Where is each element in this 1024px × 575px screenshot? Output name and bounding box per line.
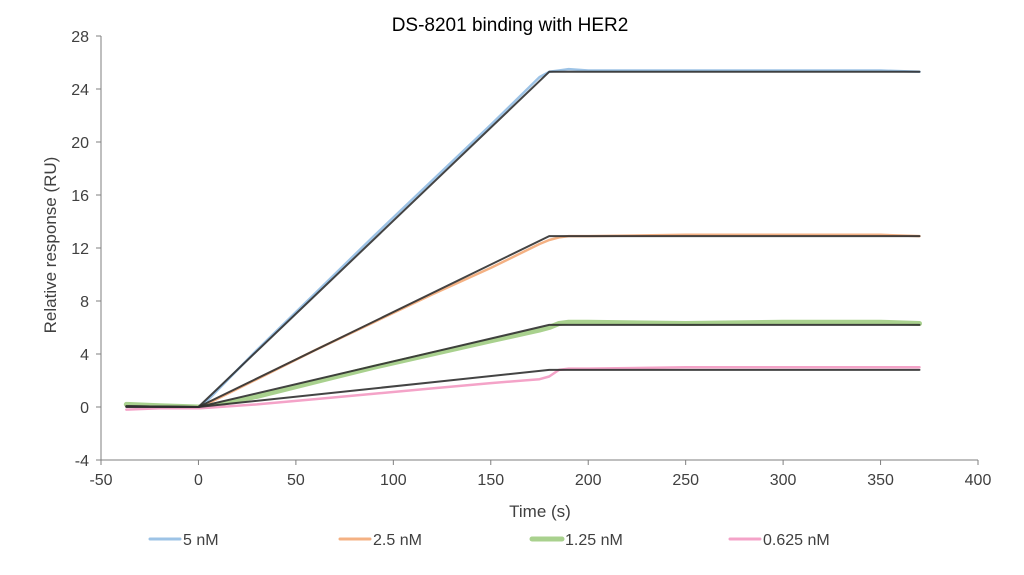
x-tick-label: 0 [194, 472, 203, 489]
series-line-0 [125, 67, 921, 409]
y-tick-label: 4 [80, 347, 89, 364]
x-axis-title: Time (s) [509, 502, 571, 521]
x-tick-label: 100 [380, 472, 407, 489]
y-tick-label: 20 [71, 135, 89, 152]
x-tick-label: 150 [477, 472, 504, 489]
y-tick-label: 8 [80, 294, 89, 311]
y-tick-label: 16 [71, 188, 89, 205]
series-line-3 [125, 366, 921, 411]
legend-label-1: 2.5 nM [373, 532, 422, 549]
legend-label-2: 1.25 nM [565, 532, 623, 549]
y-tick-label: 24 [71, 82, 89, 99]
y-tick-label: 28 [71, 29, 89, 46]
x-tick-label: -50 [89, 472, 112, 489]
x-tick-label: 50 [287, 472, 305, 489]
fit-layer [125, 70, 921, 408]
x-tick-label: 200 [575, 472, 602, 489]
legend-label-3: 0.625 nM [763, 532, 830, 549]
chart-title: DS-8201 binding with HER2 [392, 15, 629, 36]
series-line-2 [123, 319, 922, 410]
series-layer [123, 67, 922, 411]
x-tick-label: 400 [965, 472, 992, 489]
legend: 5 nM 2.5 nM 1.25 nM 0.625 nM [148, 532, 830, 549]
fit-line-0 [125, 70, 921, 408]
fit-line-2 [125, 323, 921, 408]
y-axis-title: Relative response (RU) [41, 157, 60, 334]
x-tick-label: 350 [867, 472, 894, 489]
fit-line-3 [125, 368, 921, 408]
y-tick-label: 0 [80, 400, 89, 417]
axes-layer: -50 0 50 100 150 200 250 300 350 400 -4 0 4 8 12 16 20 24… [71, 29, 991, 489]
x-tick-label: 250 [672, 472, 699, 489]
y-tick-label: -4 [75, 453, 89, 470]
x-tick-label: 300 [770, 472, 797, 489]
legend-label-0: 5 nM [183, 532, 219, 549]
y-tick-label: 12 [71, 241, 89, 258]
